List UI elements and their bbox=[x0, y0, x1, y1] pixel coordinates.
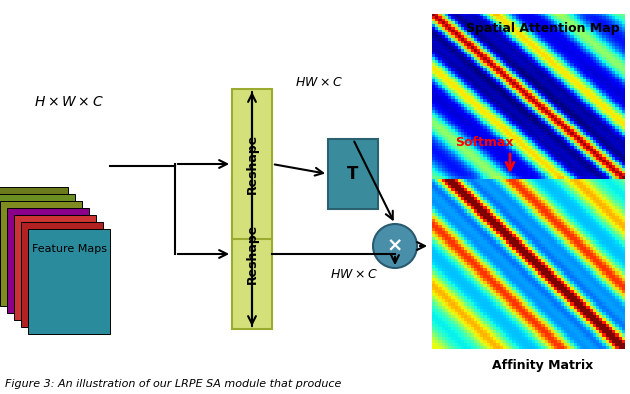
FancyBboxPatch shape bbox=[0, 187, 68, 292]
FancyBboxPatch shape bbox=[232, 89, 272, 239]
FancyBboxPatch shape bbox=[328, 139, 378, 209]
Circle shape bbox=[373, 224, 417, 268]
FancyBboxPatch shape bbox=[0, 194, 75, 299]
FancyBboxPatch shape bbox=[7, 208, 89, 313]
Text: T: T bbox=[347, 165, 358, 183]
FancyBboxPatch shape bbox=[0, 201, 82, 306]
Text: $HW \times C$: $HW \times C$ bbox=[330, 268, 378, 281]
Text: $HW \times C$: $HW \times C$ bbox=[295, 76, 343, 89]
Text: ×: × bbox=[387, 236, 403, 255]
Text: Spatial Attention Map: Spatial Attention Map bbox=[466, 22, 620, 35]
FancyBboxPatch shape bbox=[232, 179, 272, 329]
Text: Affinity Matrix: Affinity Matrix bbox=[493, 359, 593, 372]
Text: Reshape: Reshape bbox=[246, 224, 258, 284]
Text: Feature Maps: Feature Maps bbox=[32, 244, 106, 254]
Text: Figure 3: An illustration of our LRPE SA module that produce: Figure 3: An illustration of our LRPE SA… bbox=[5, 379, 341, 389]
FancyBboxPatch shape bbox=[14, 215, 96, 320]
Text: Reshape: Reshape bbox=[246, 134, 258, 194]
FancyBboxPatch shape bbox=[21, 222, 103, 327]
Text: $H \times W \times C$: $H \times W \times C$ bbox=[34, 95, 104, 109]
FancyBboxPatch shape bbox=[28, 229, 110, 334]
Text: Softmax: Softmax bbox=[455, 136, 513, 149]
